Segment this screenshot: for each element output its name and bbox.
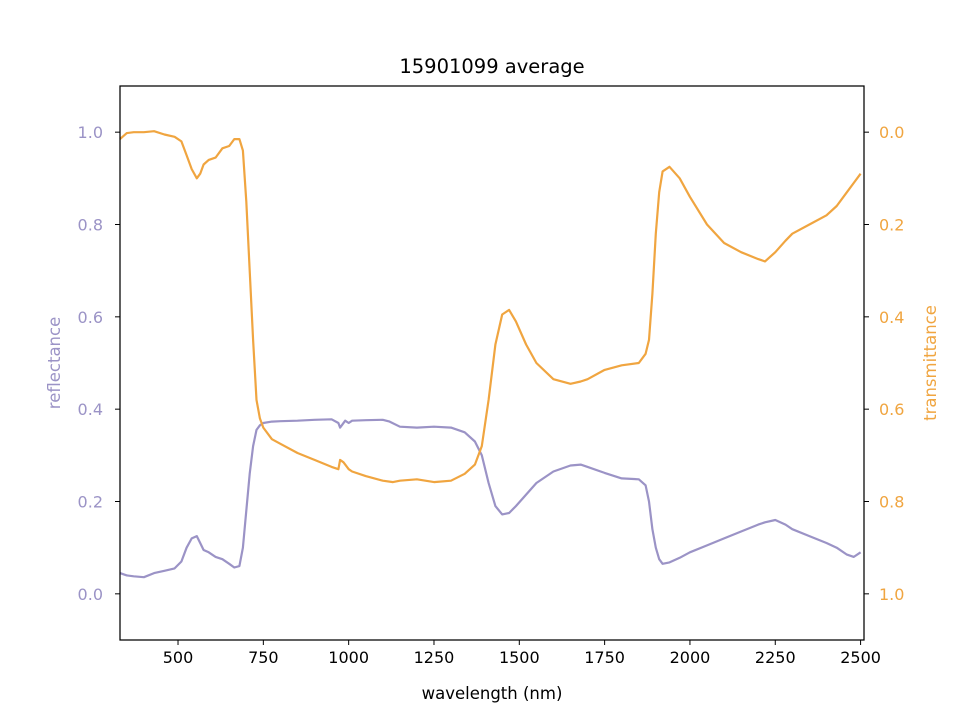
x-tick-label: 500 [163, 648, 194, 667]
chart-title: 15901099 average [399, 55, 584, 78]
x-tick-label: 750 [248, 648, 279, 667]
x-tick-label: 1000 [328, 648, 369, 667]
left-y-tick-label: 0.8 [78, 216, 103, 235]
x-tick-label: 1250 [414, 648, 455, 667]
left-y-axis-label: reflectance [45, 317, 64, 409]
right-y-tick-label: 0.2 [879, 216, 904, 235]
x-tick-label: 2000 [670, 648, 711, 667]
left-y-tick-label: 0.6 [78, 308, 103, 327]
right-y-tick-label: 0.0 [879, 123, 904, 142]
right-y-tick-label: 1.0 [879, 585, 904, 604]
x-axis-ticks: 500 750 1000 1250 1500 1750 2000 2250 2500 [163, 640, 881, 667]
series-line-reflectance [119, 418, 862, 579]
x-tick-label: 2250 [755, 648, 796, 667]
right-y-axis-ticks: 0.0 0.2 0.4 0.6 0.8 1.0 [864, 123, 904, 604]
right-y-tick-label: 0.8 [879, 493, 904, 512]
x-tick-label: 2500 [840, 648, 881, 667]
left-y-tick-label: 0.0 [78, 585, 103, 604]
right-y-axis-label: transmittance [921, 305, 940, 421]
series-line-transmittance [119, 130, 862, 484]
right-y-tick-label: 0.6 [879, 400, 904, 419]
left-y-tick-label: 0.4 [78, 400, 103, 419]
left-y-tick-label: 1.0 [78, 123, 103, 142]
x-tick-label: 1500 [499, 648, 540, 667]
x-tick-label: 1750 [584, 648, 625, 667]
left-y-axis-ticks: 0.0 0.2 0.4 0.6 0.8 1.0 [78, 123, 120, 604]
plot-frame [119, 85, 865, 641]
left-y-tick-label: 0.2 [78, 493, 103, 512]
right-y-tick-label: 0.4 [879, 308, 904, 327]
x-axis-label: wavelength (nm) [422, 684, 563, 703]
series-layer [119, 130, 862, 579]
